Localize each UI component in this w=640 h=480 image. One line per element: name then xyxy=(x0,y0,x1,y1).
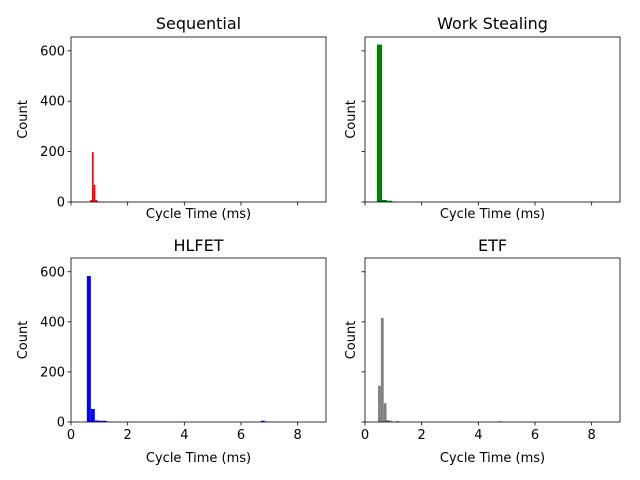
panel-title: Sequential xyxy=(156,14,241,33)
y-axis-label: Count xyxy=(16,100,31,139)
y-tick-label: 0 xyxy=(57,416,65,431)
panel-etf: ETF 0 2 4 6 8 Cycle Time (ms) Count xyxy=(344,236,621,466)
histogram-bar-3 xyxy=(98,420,103,422)
x-tick-label: 2 xyxy=(124,428,132,443)
histogram-bar-2 xyxy=(383,403,387,422)
histogram-bar-0 xyxy=(378,385,381,422)
panel-sequential: Sequential 0 200 400 600 Cycle Time (ms) Co… xyxy=(16,14,327,222)
y-tick-label: 400 xyxy=(40,315,65,330)
y-tick-label: 600 xyxy=(40,265,65,280)
y-ticks: 0 200 400 600 xyxy=(40,265,71,431)
x-tick-label: 4 xyxy=(180,428,188,443)
histogram-bar-0 xyxy=(86,276,91,422)
histogram-bar-1 xyxy=(380,318,384,422)
x-tick-label: 0 xyxy=(67,428,75,443)
histogram-bar-4 xyxy=(102,420,107,422)
y-axis-label: Count xyxy=(16,321,31,360)
x-ticks: 0 2 4 6 8 xyxy=(361,422,596,443)
x-ticks xyxy=(70,202,299,206)
histogram-bar-2 xyxy=(93,184,96,202)
x-axis-label: Cycle Time (ms) xyxy=(440,451,545,466)
plot-frame xyxy=(70,257,327,423)
y-tick-label: 600 xyxy=(40,44,65,59)
x-tick-label: 6 xyxy=(531,428,539,443)
y-tick-label: 200 xyxy=(40,145,65,160)
x-axis-label: Cycle Time (ms) xyxy=(146,207,251,222)
histogram-bar-3 xyxy=(95,199,98,202)
histogram-bar-0 xyxy=(90,199,92,202)
y-axis-label: Count xyxy=(344,100,359,139)
x-ticks xyxy=(364,202,593,206)
histogram-bar-2 xyxy=(387,200,393,202)
y-tick-label: 200 xyxy=(40,365,65,380)
y-tick-label: 0 xyxy=(57,196,65,211)
panel-title: HLFET xyxy=(173,236,223,255)
histogram-bar-1 xyxy=(91,152,94,202)
x-tick-label: 8 xyxy=(588,428,596,443)
panel-work-stealing: Work Stealing Cycle Time (ms) Count xyxy=(344,14,621,222)
y-axis-label: Count xyxy=(344,321,359,360)
x-tick-label: 8 xyxy=(294,428,302,443)
x-tick-label: 6 xyxy=(237,428,245,443)
y-ticks xyxy=(361,271,365,423)
plot-frame xyxy=(364,36,621,203)
x-ticks: 0 2 4 6 8 xyxy=(67,422,302,443)
histogram-bar-3 xyxy=(386,419,390,422)
histogram-bar-1 xyxy=(90,408,95,422)
panel-title: Work Stealing xyxy=(437,14,548,33)
plot-frame xyxy=(364,257,621,423)
x-tick-label: 2 xyxy=(418,428,426,443)
y-tick-label: 400 xyxy=(40,95,65,110)
histogram-bar-6 xyxy=(260,420,265,422)
panel-hlfet: HLFET 0 200 400 600 0 2 4 6 8 Cycle Time (ms) C… xyxy=(16,236,327,466)
x-tick-label: 4 xyxy=(474,428,482,443)
histogram-bar-1 xyxy=(382,199,388,202)
histogram-bar-2 xyxy=(94,420,99,422)
panel-title: ETF xyxy=(478,236,507,255)
histogram-bar-0 xyxy=(376,44,382,202)
histogram-bar-5 xyxy=(396,420,399,422)
x-axis-label: Cycle Time (ms) xyxy=(146,451,251,466)
histogram-bar-4 xyxy=(389,420,393,422)
x-tick-label: 0 xyxy=(361,428,369,443)
y-ticks xyxy=(361,50,365,203)
y-ticks: 0 200 400 600 xyxy=(40,44,71,211)
plot-frame xyxy=(70,36,327,203)
x-axis-label: Cycle Time (ms) xyxy=(440,207,545,222)
